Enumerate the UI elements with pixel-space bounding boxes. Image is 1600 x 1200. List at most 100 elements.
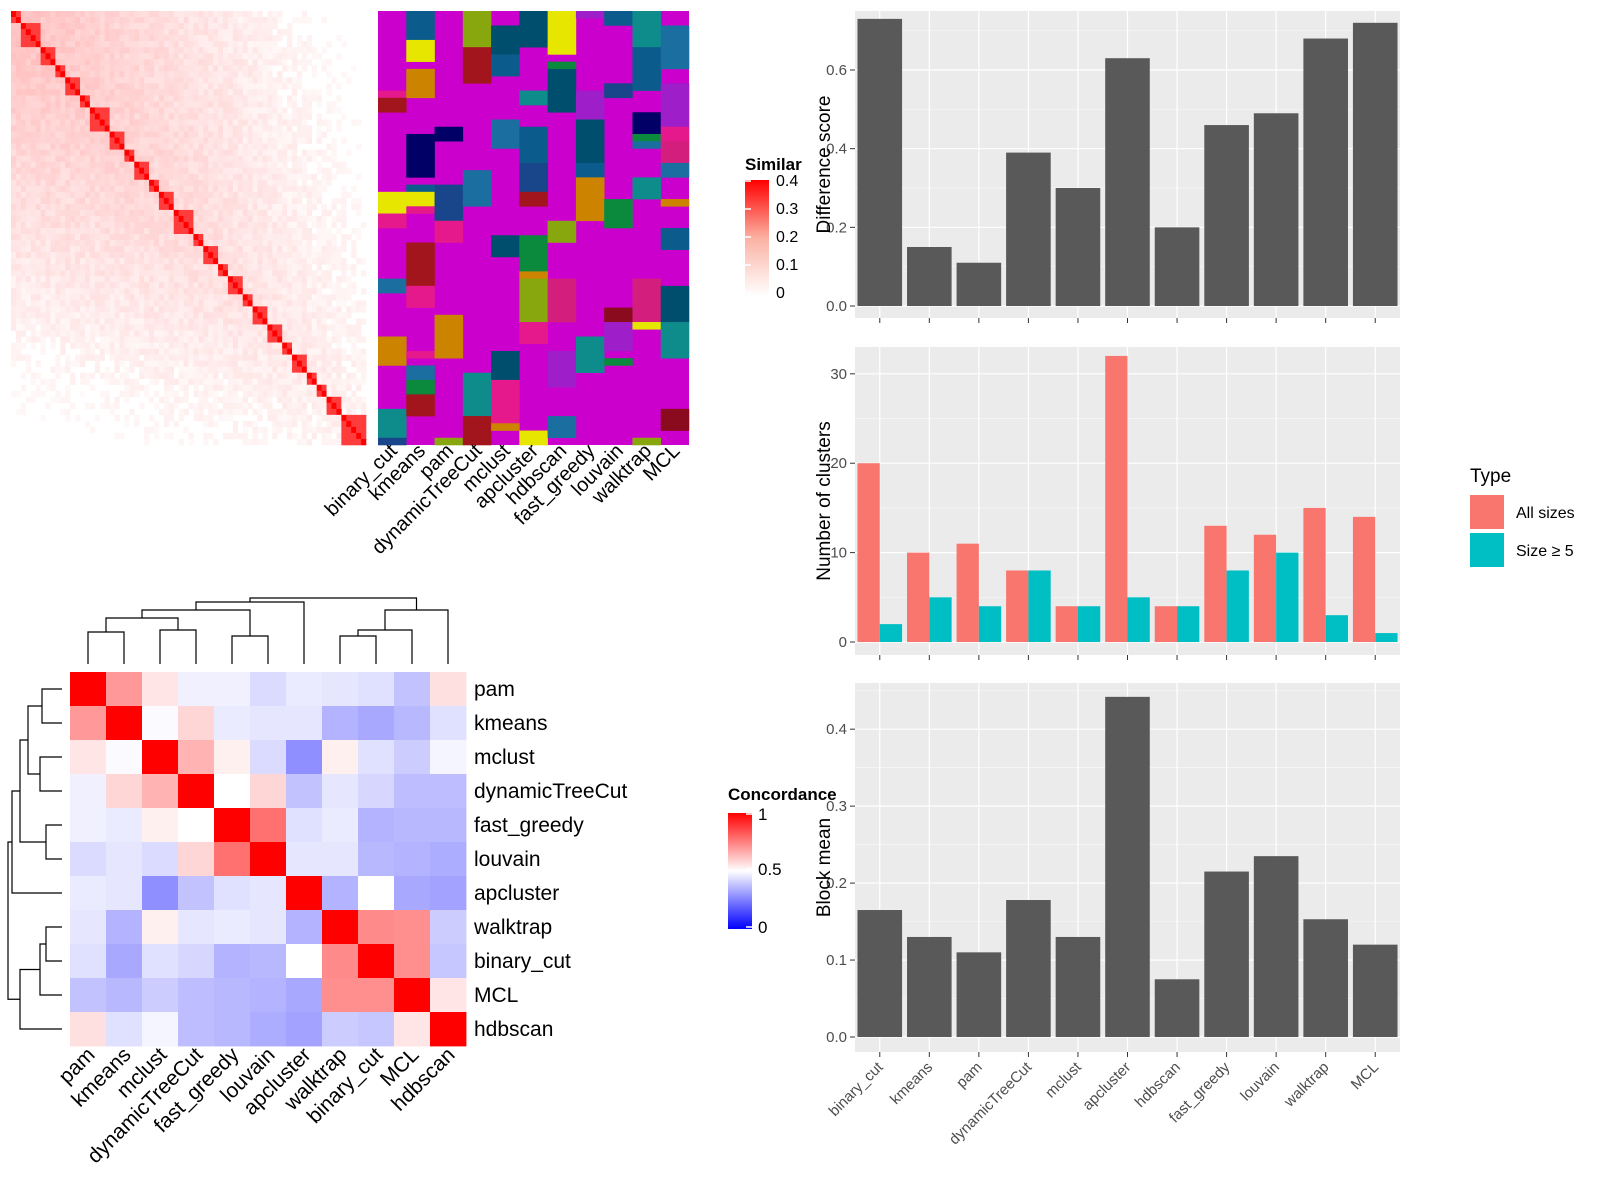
similarity-cell: [75, 53, 81, 60]
similarity-cell: [203, 203, 209, 211]
similarity-cell: [124, 17, 130, 24]
similarity-cell: [282, 420, 288, 428]
similarity-cell: [223, 47, 229, 54]
similarity-cell: [114, 288, 120, 295]
similarity-cell: [158, 125, 165, 132]
similarity-cell: [55, 396, 61, 404]
similarity-cell: [292, 59, 298, 66]
similarity-cell: [158, 240, 165, 247]
similarity-cell: [129, 101, 135, 108]
bar: [1154, 979, 1200, 1037]
similarity-cell: [109, 336, 115, 343]
similarity-cell: [262, 426, 268, 434]
similarity-cell: [213, 149, 219, 156]
similarity-cell: [20, 161, 27, 169]
similarity-cell: [168, 47, 175, 54]
similarity-cell: [40, 318, 46, 325]
similarity-cell: [277, 77, 283, 84]
similarity-cell: [351, 264, 357, 271]
similarity-cell: [247, 300, 253, 307]
concordance-cell: [322, 944, 359, 979]
similarity-cell: [75, 83, 81, 90]
similarity-cell: [262, 143, 268, 150]
similarity-cell: [232, 47, 239, 54]
similarity-cell: [84, 143, 91, 150]
similarity-cell: [139, 294, 145, 301]
similarity-cell: [178, 252, 184, 259]
similarity-cell: [277, 119, 283, 126]
similarity-cell: [247, 95, 253, 102]
similarity-cell: [198, 408, 204, 416]
similarity-cell: [356, 330, 362, 337]
similarity-cell: [119, 161, 125, 169]
similarity-cell: [242, 125, 248, 132]
similarity-cell: [168, 360, 175, 367]
similarity-cell: [139, 143, 145, 150]
similarity-cell: [119, 185, 125, 193]
similarity-cell: [193, 173, 199, 181]
similarity-cell: [198, 23, 204, 30]
similarity-cell: [252, 228, 258, 235]
similarity-cell: [311, 336, 317, 343]
similarity-cell: [153, 312, 160, 319]
similarity-cell: [316, 270, 322, 277]
similarity-cell: [227, 294, 234, 301]
similarity-cell: [55, 366, 61, 373]
similarity-cell: [301, 420, 308, 428]
similarity-cell: [306, 258, 313, 265]
similarity-cell: [40, 246, 46, 253]
similarity-cell: [321, 396, 327, 404]
similarity-cell: [213, 155, 219, 162]
similarity-cell: [296, 240, 303, 247]
assignment-block: [575, 177, 605, 222]
similarity-cell: [183, 23, 189, 30]
similarity-cell: [193, 294, 199, 301]
similarity-cell: [336, 408, 342, 416]
similarity-cell: [149, 65, 155, 72]
similarity-cell: [296, 252, 303, 259]
similarity-cell: [282, 390, 288, 398]
similarity-cell: [124, 264, 130, 271]
similarity-cell: [80, 240, 86, 247]
similarity-cell: [213, 402, 219, 410]
concordance-cell: [178, 978, 215, 1013]
similarity-cell: [316, 276, 322, 283]
similarity-cell: [144, 336, 150, 343]
x-tick-label: binary_cut: [826, 1058, 888, 1120]
similarity-cell: [213, 83, 219, 90]
similarity-cell: [296, 215, 303, 223]
similarity-cell: [50, 41, 56, 48]
similarity-cell: [227, 65, 234, 72]
similarity-cell: [341, 414, 347, 422]
concordance-cell: [430, 842, 467, 877]
similarity-cell: [252, 197, 258, 205]
similarity-cell: [173, 53, 179, 60]
similarity-cell: [75, 228, 81, 235]
similarity-cell: [208, 378, 214, 386]
similarity-cell: [65, 264, 71, 271]
similarity-cell: [65, 47, 71, 54]
similarity-cell: [292, 101, 298, 108]
assignment-block: [604, 358, 633, 366]
similarity-cell: [94, 167, 101, 175]
similarity-cell: [104, 282, 110, 289]
similarity-cell: [84, 65, 91, 72]
similarity-cell: [11, 131, 17, 138]
similarity-cell: [306, 378, 313, 386]
assignment-block: [660, 343, 690, 359]
concordance-cell: [70, 672, 107, 707]
similarity-cell: [193, 384, 199, 392]
similarity-cell: [153, 65, 160, 72]
similarity-cell: [296, 402, 303, 410]
similarity-cell: [282, 354, 288, 361]
similarity-cell: [301, 125, 308, 132]
similarity-cell: [114, 185, 120, 193]
similarity-cell: [168, 246, 175, 253]
similarity-cell: [198, 65, 204, 72]
similarity-cell: [70, 101, 76, 108]
similarity-cell: [75, 252, 81, 259]
similarity-cell: [158, 77, 165, 84]
similarity-cell: [193, 101, 199, 108]
similarity-cell: [227, 312, 234, 319]
similarity-cell: [188, 330, 194, 337]
